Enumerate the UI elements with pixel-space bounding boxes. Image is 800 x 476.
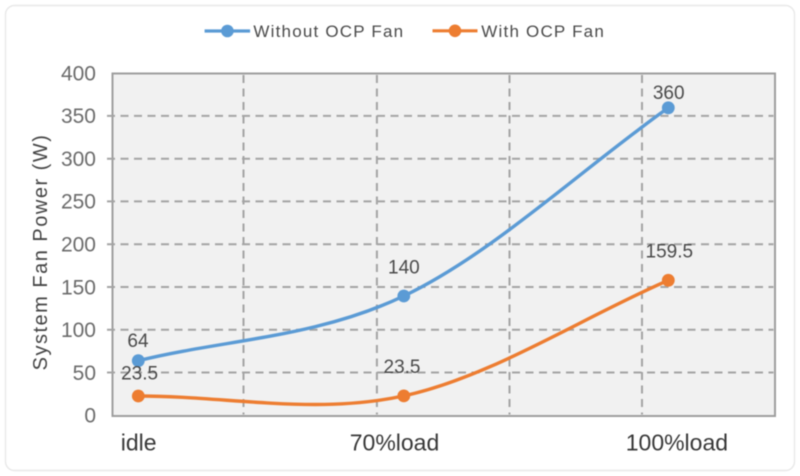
svg-text:100: 100 xyxy=(61,319,96,342)
svg-text:System Fan Power (W): System Fan Power (W) xyxy=(30,134,52,371)
svg-text:64: 64 xyxy=(127,331,149,352)
svg-text:360: 360 xyxy=(653,83,685,104)
svg-text:159.5: 159.5 xyxy=(646,241,694,262)
svg-text:150: 150 xyxy=(61,276,96,299)
svg-text:With OCP Fan: With OCP Fan xyxy=(481,22,605,41)
svg-text:300: 300 xyxy=(61,148,96,171)
svg-text:100%load: 100%load xyxy=(626,429,728,455)
svg-text:23.5: 23.5 xyxy=(384,357,421,378)
svg-text:140: 140 xyxy=(388,258,420,279)
svg-text:200: 200 xyxy=(61,234,96,257)
svg-text:Without OCP Fan: Without OCP Fan xyxy=(253,22,404,41)
svg-text:50: 50 xyxy=(73,362,96,385)
svg-text:70%load: 70%load xyxy=(350,429,440,455)
svg-text:0: 0 xyxy=(84,405,96,428)
svg-text:350: 350 xyxy=(61,105,96,128)
svg-text:23.5: 23.5 xyxy=(121,364,158,385)
svg-text:250: 250 xyxy=(61,191,96,214)
svg-text:idle: idle xyxy=(121,429,157,455)
svg-text:400: 400 xyxy=(61,62,96,85)
